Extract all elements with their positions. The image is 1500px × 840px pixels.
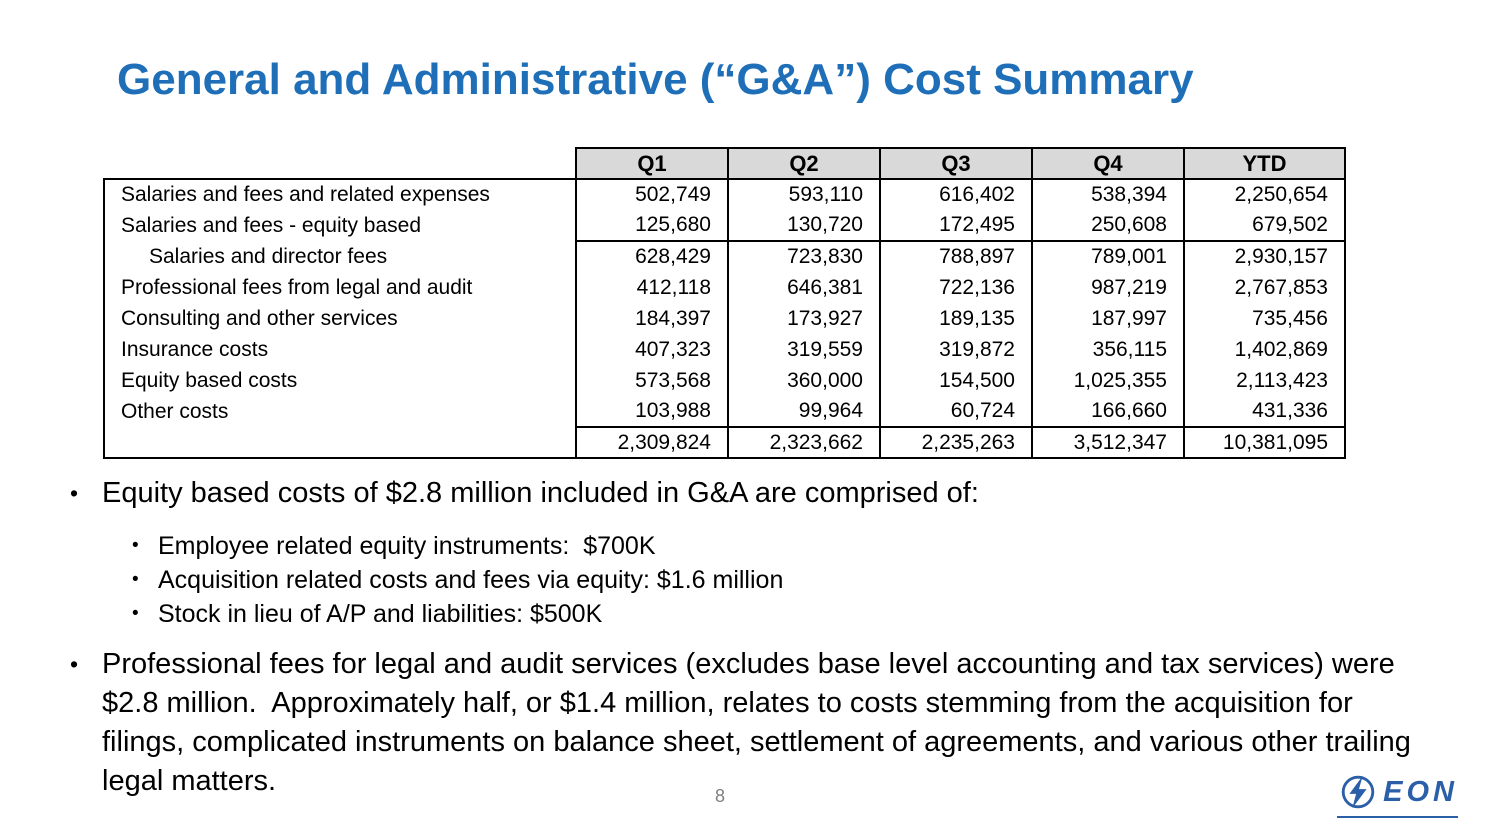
bullet-text: Employee related equity instruments: $70… — [158, 532, 656, 560]
table-row: Professional fees from legal and audit 41… — [103, 272, 1346, 303]
bullet-marker: • — [132, 603, 139, 624]
table-row: Salaries and fees - equity based 125,680 1… — [103, 210, 1346, 241]
page-number: 8 — [714, 786, 725, 806]
table-row: Equity based costs 573,568 360,000 154,500 1… — [103, 365, 1346, 396]
cell-value: 723,830 — [727, 240, 880, 272]
cell-value: 99,964 — [727, 396, 880, 427]
sub-bullet-item: • Acquisition related costs and fees via … — [132, 563, 1420, 597]
table-row: Other costs 103,988 99,964 60,724 166,660 431… — [103, 396, 1346, 427]
bullet-item: • Professional fees for legal and audit s… — [70, 645, 1420, 801]
table-body: Salaries and fees and related expenses 50… — [103, 178, 1346, 459]
bullet-list: • Equity based costs of $2.8 million incl… — [70, 474, 1420, 801]
cell-value: 356,115 — [1031, 334, 1184, 365]
cell-value: 1,402,869 — [1183, 334, 1346, 365]
cell-value: 60,724 — [879, 396, 1032, 427]
bullet-text: Equity based costs of $2.8 million inclu… — [102, 477, 979, 509]
cell-value: 2,113,423 — [1183, 365, 1346, 396]
cell-value: 789,001 — [1031, 240, 1184, 272]
page-title: General and Administrative (“G&A”) Cost … — [117, 55, 1194, 104]
cell-value: 250,608 — [1031, 210, 1184, 241]
row-label: Salaries and director fees — [103, 241, 577, 272]
cell-value: 616,402 — [879, 179, 1032, 210]
column-header-q3: Q3 — [879, 147, 1033, 180]
cell-value: 360,000 — [727, 365, 880, 396]
cell-value: 166,660 — [1031, 396, 1184, 427]
table-row: Insurance costs 407,323 319,559 319,872 356,… — [103, 334, 1346, 365]
row-label-column-header — [104, 148, 576, 179]
bullet-marker: • — [132, 569, 139, 590]
eon-logo: EON — [1337, 771, 1458, 818]
cell-value: 412,118 — [575, 272, 728, 303]
bullet-item: • Equity based costs of $2.8 million incl… — [70, 474, 1420, 513]
cell-value: 646,381 — [727, 272, 880, 303]
cell-value: 2,323,662 — [727, 426, 880, 459]
cell-value: 2,930,157 — [1183, 240, 1346, 272]
bullet-marker: • — [70, 651, 79, 677]
row-label: Equity based costs — [103, 365, 577, 396]
header-row: Q1 Q2 Q3 Q4 YTD — [104, 147, 1346, 180]
cell-value: 103,988 — [575, 396, 728, 427]
column-header-q2: Q2 — [727, 147, 881, 180]
bullet-text: Acquisition related costs and fees via e… — [158, 566, 784, 594]
row-label: Insurance costs — [103, 334, 577, 365]
cell-value: 130,720 — [727, 210, 880, 241]
cell-value: 154,500 — [879, 365, 1032, 396]
cell-value: 2,767,853 — [1183, 272, 1346, 303]
bullet-text: Stock in lieu of A/P and liabilities: $5… — [158, 600, 603, 628]
row-label: Other costs — [103, 396, 577, 427]
bullet-marker: • — [132, 535, 139, 556]
cell-value: 735,456 — [1183, 303, 1346, 334]
cell-value: 173,927 — [727, 303, 880, 334]
ga-cost-table: Q1 Q2 Q3 Q4 YTD Salaries and fees and relate… — [103, 147, 1346, 459]
cell-value: 2,309,824 — [575, 426, 728, 459]
table-row-total: 2,309,824 2,323,662 2,235,263 3,512,347 10,3… — [103, 426, 1346, 459]
bullet-marker: • — [70, 480, 79, 506]
table-row: Consulting and other services 184,397 173,… — [103, 303, 1346, 334]
row-label: Consulting and other services — [103, 303, 577, 334]
cell-value: 2,235,263 — [879, 426, 1032, 459]
cell-value: 573,568 — [575, 365, 728, 396]
cell-value: 502,749 — [575, 179, 728, 210]
column-header-q4: Q4 — [1031, 147, 1185, 180]
cell-value: 1,025,355 — [1031, 365, 1184, 396]
bullet-text: Professional fees for legal and audit se… — [102, 648, 1419, 797]
table-row: Salaries and fees and related expenses 50… — [103, 178, 1346, 210]
row-label: Professional fees from legal and audit — [103, 272, 577, 303]
cell-value: 987,219 — [1031, 272, 1184, 303]
sub-bullet-item: • Stock in lieu of A/P and liabilities: $… — [132, 597, 1420, 631]
cell-value: 187,997 — [1031, 303, 1184, 334]
cell-value: 431,336 — [1183, 396, 1346, 427]
cell-value: 788,897 — [879, 240, 1032, 272]
table-header: Q1 Q2 Q3 Q4 YTD — [104, 147, 1346, 180]
row-label: Salaries and fees - equity based — [103, 210, 577, 241]
cell-value: 319,559 — [727, 334, 880, 365]
cell-value: 679,502 — [1183, 210, 1346, 241]
cell-value: 172,495 — [879, 210, 1032, 241]
cell-value: 628,429 — [575, 240, 728, 272]
cell-value: 3,512,347 — [1031, 426, 1184, 459]
cell-value: 10,381,095 — [1183, 426, 1346, 459]
sub-bullet-item: • Employee related equity instruments: $7… — [132, 529, 1420, 563]
column-header-ytd: YTD — [1183, 147, 1346, 180]
logo-text: EON — [1383, 775, 1458, 808]
table-row: Salaries and director fees 628,429 723,830… — [103, 240, 1346, 272]
cell-value: 407,323 — [575, 334, 728, 365]
cell-value: 319,872 — [879, 334, 1032, 365]
cell-value: 538,394 — [1031, 179, 1184, 210]
cell-value: 125,680 — [575, 210, 728, 241]
cell-value: 2,250,654 — [1183, 179, 1346, 210]
row-label: Salaries and fees and related expenses — [103, 178, 577, 210]
row-label — [103, 427, 577, 459]
cell-value: 593,110 — [727, 179, 880, 210]
cell-value: 189,135 — [879, 303, 1032, 334]
cell-value: 184,397 — [575, 303, 728, 334]
cell-value: 722,136 — [879, 272, 1032, 303]
column-header-q1: Q1 — [575, 147, 729, 180]
lightning-bolt-circle-icon — [1341, 775, 1375, 809]
